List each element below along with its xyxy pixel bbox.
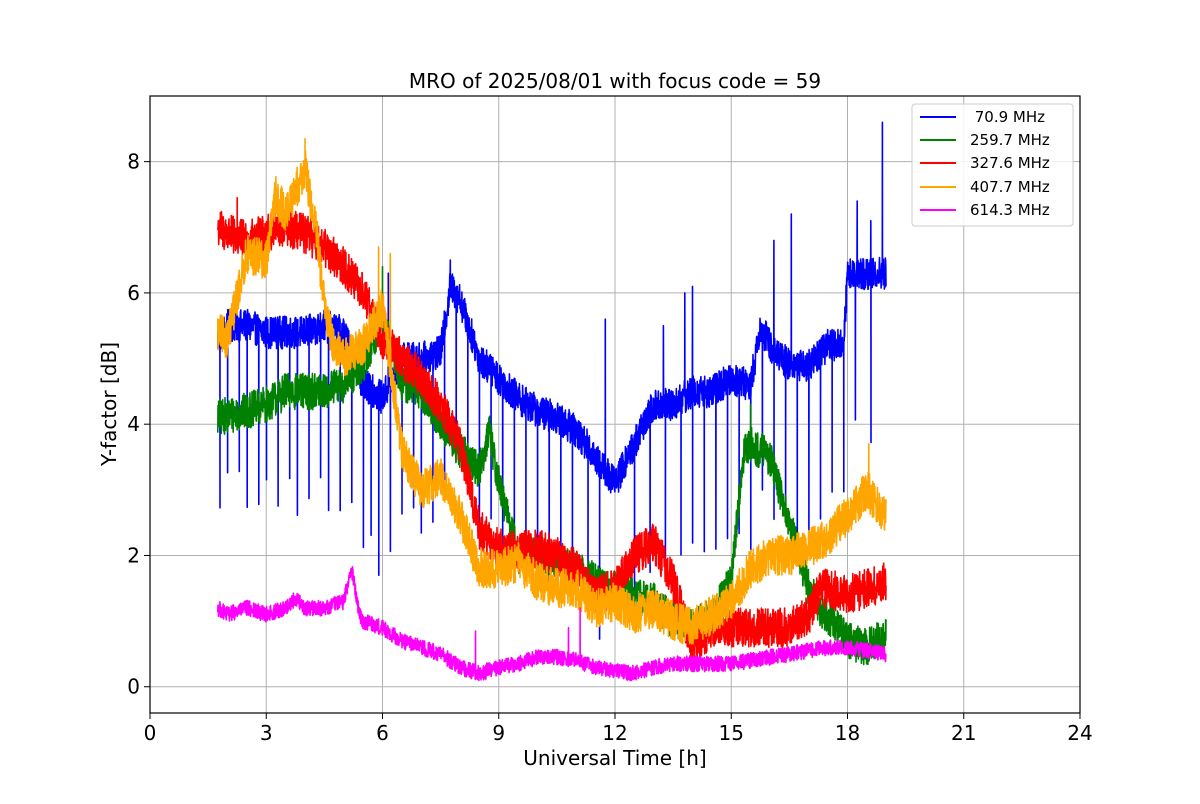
x-tick-label: 9 [492,721,505,745]
y-axis-label: Y-factor [dB] [97,342,121,467]
y-tick-label: 0 [127,675,140,699]
y-tick-label: 4 [127,412,140,436]
series-line-614-3 [217,566,887,682]
y-tick-label: 2 [127,543,140,567]
legend-label-407-7: 407.7 MHz [970,178,1050,196]
legend-label-327-6: 327.6 MHz [970,154,1050,172]
legend-label-614-3: 614.3 MHz [970,201,1050,219]
x-tick-label: 18 [835,721,860,745]
chart-title: MRO of 2025/08/01 with focus code = 59 [409,69,821,93]
legend-box [911,103,1074,227]
x-axis-label: Universal Time [h] [523,746,706,770]
x-tick-label: 21 [951,721,976,745]
y-tick-label: 6 [127,281,140,305]
series-layer [217,121,887,682]
legend-label-259-7: 259.7 MHz [970,131,1050,149]
y-tick-label: 8 [127,150,140,174]
legend-label-70-9: 70.9 MHz [970,108,1045,126]
x-tick-label: 24 [1067,721,1092,745]
x-tick-label: 6 [376,721,389,745]
x-tick-label: 3 [260,721,273,745]
series-line-327-6 [217,196,887,664]
x-tick-label: 12 [602,721,627,745]
legend: 70.9 MHz 259.7 MHz 327.6 MHz 407.7 MHz 6… [911,103,1074,227]
x-tick-label: 0 [144,721,157,745]
x-tick-label: 15 [719,721,744,745]
series-line-407-7 [217,137,887,645]
